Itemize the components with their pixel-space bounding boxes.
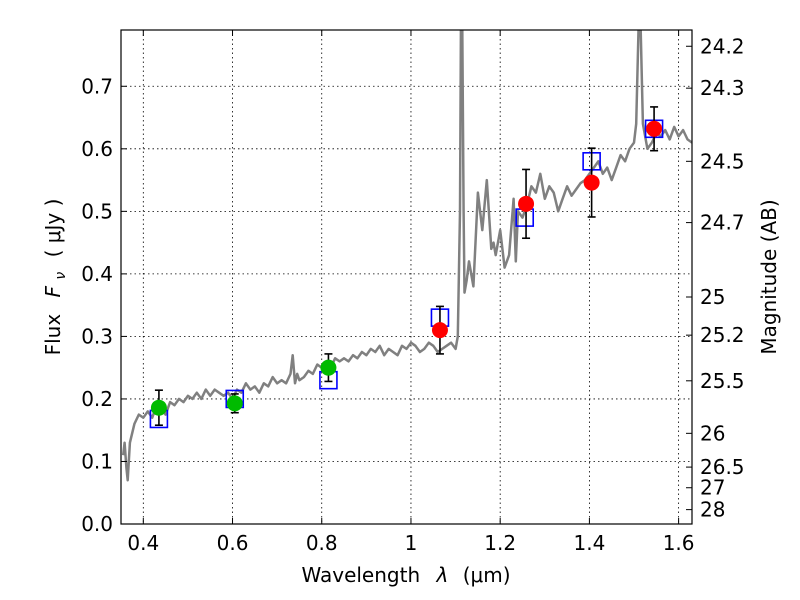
x-axis-title-symbol: λ: [436, 563, 449, 587]
nir-point-marker: [431, 322, 448, 339]
nir-point-marker: [646, 120, 663, 137]
y-axis-title-text: Flux: [41, 314, 65, 356]
x-tick-label: 1.4: [573, 531, 605, 555]
magnitude-tick-label: 26.5: [700, 455, 745, 479]
y2-axis-title: Magnitude (AB): [757, 199, 781, 354]
x-axis-title-unit: (μm): [463, 563, 511, 587]
y-axis-title: Flux F ν ( μJy ): [41, 199, 70, 356]
y-tick-label: 0.5: [81, 199, 113, 223]
spectrum-layer: [121, 30, 692, 482]
magnitude-tick-label: 27: [700, 476, 725, 500]
optical-point-marker: [226, 395, 243, 412]
x-tick-label: 1.6: [663, 531, 695, 555]
x-tick-label: 1: [405, 531, 418, 555]
x-tick-label: 0.8: [306, 531, 338, 555]
magnitude-tick-label: 25.2: [700, 323, 745, 347]
magnitude-tick-label: 26: [700, 421, 725, 445]
magnitude-tick-label: 25: [700, 285, 725, 309]
y-tick-label: 0.4: [81, 262, 113, 286]
x-tick-label: 0.4: [127, 531, 159, 555]
magnitude-tick-label: 28: [700, 498, 725, 522]
magnitude-tick-label: 24.5: [700, 149, 745, 173]
y-tick-label: 0.2: [81, 387, 113, 411]
magnitude-tick-label: 24.3: [700, 76, 745, 100]
y-axis-title-subscript: ν: [53, 272, 69, 280]
nir-point-marker: [583, 174, 600, 191]
plot-background: [121, 30, 692, 524]
y-tick-label: 0.1: [81, 449, 113, 473]
magnitude-tick-label: 24.7: [700, 211, 745, 235]
y-tick-label: 0.3: [81, 324, 113, 348]
axis-ticks: 0.4 0.6 0.8 1 1.2 1.4 1.6 0.0 0.1 0.2 0.3 0.4 0.5 0.6…: [81, 30, 745, 555]
nir-point-marker: [518, 195, 535, 212]
x-axis-title-text: Wavelength: [301, 563, 420, 587]
spectrum-line: [121, 30, 692, 482]
x-tick-label: 0.6: [217, 531, 249, 555]
y-axis-title-unit: ( μJy ): [41, 199, 65, 258]
y-axis-title-symbol: F: [41, 285, 65, 297]
y-tick-label: 0.7: [81, 74, 113, 98]
magnitude-tick-label: 25.5: [700, 369, 745, 393]
plot-frame: [120, 29, 693, 525]
optical-point-marker: [150, 399, 167, 416]
x-tick-label: 1.2: [484, 531, 516, 555]
markers-layer: [149, 106, 664, 429]
y-tick-label: 0.0: [81, 512, 113, 536]
x-axis-title: Wavelength λ (μm): [301, 563, 510, 587]
optical-point-marker: [320, 359, 337, 376]
magnitude-tick-label: 24.2: [700, 34, 745, 58]
y-tick-label: 0.6: [81, 137, 113, 161]
